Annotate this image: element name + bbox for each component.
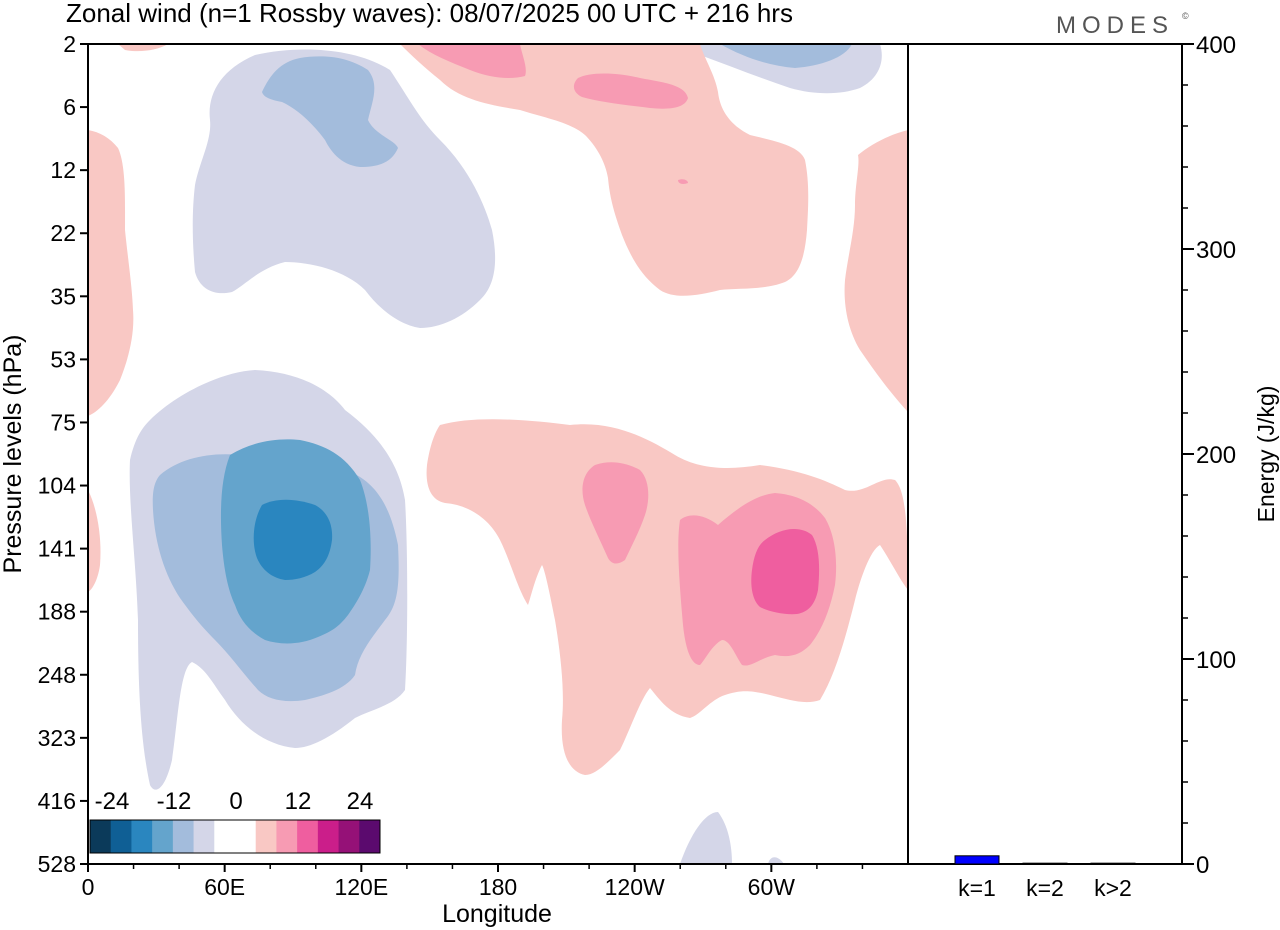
pressure-tick-label: 6 [63, 94, 76, 120]
colorbar-label-neg12: -12 [157, 788, 192, 815]
pressure-tick-label: 35 [50, 283, 76, 309]
colorbar-cell [214, 820, 236, 853]
pressure-tick-label: 104 [38, 473, 77, 499]
energy-bar [954, 855, 1000, 865]
chart-title: Zonal wind (n=1 Rossby waves): 08/07/202… [66, 0, 793, 28]
energy-panel: 0 100 200 300 400 k=1 k=2 k>2 Energy (J/kg) [908, 32, 1279, 901]
energy-category-labels: k=1 k=2 k>2 [958, 875, 1132, 901]
brand-mark: © [1182, 11, 1189, 21]
colorbar: -24 -12 0 12 24 [89, 788, 381, 854]
pos-region-upper-level2-a [418, 44, 526, 78]
pos-region-left-edge-lower [88, 490, 101, 592]
energy-category-label: k=1 [958, 875, 996, 901]
energy-tick-label: 0 [1196, 852, 1209, 879]
colorbar-cell [255, 820, 277, 853]
pos-region-lower-level3 [751, 528, 820, 615]
colorbar-cell [338, 820, 360, 853]
energy-bar [1022, 862, 1068, 865]
colorbar-cell [172, 820, 195, 853]
pressure-tick-label: 2 [63, 31, 76, 57]
pos-region-upper-level2-b [573, 73, 688, 109]
neg-region-bottom-small [680, 812, 732, 864]
contour-fill-layer [88, 44, 908, 864]
pressure-tick-label: 22 [50, 220, 76, 246]
longitude-axis: 0 60E 120E 180 120W 60W [82, 864, 864, 900]
colorbar-label-pos24: 24 [347, 788, 374, 815]
neg-region-topright-level2 [720, 44, 852, 68]
pressure-tick-label: 528 [38, 851, 76, 877]
energy-tick-label: 300 [1196, 237, 1236, 264]
energy-axis-label: Energy (J/kg) [1253, 386, 1279, 523]
pressure-tick-label: 416 [38, 788, 76, 814]
colorbar-cell [359, 820, 381, 853]
energy-bars [954, 855, 1136, 865]
neg-region-upper-level1 [192, 49, 496, 329]
longitude-tick-label: 60W [748, 874, 796, 900]
pressure-axis: 2 6 12 22 35 53 75 104 141 188 248 323 416 528 [38, 31, 88, 877]
neg-region-lower-level4 [253, 499, 333, 580]
pos-region-lower-level2-a [582, 462, 649, 564]
longitude-tick-label: 180 [479, 874, 517, 900]
pressure-tick-label: 53 [50, 346, 76, 372]
colorbar-cell [110, 820, 132, 853]
colorbar-cell [193, 820, 215, 853]
brand-logo: MODES [1056, 12, 1174, 39]
colorbar-labels: -24 -12 0 12 24 [95, 788, 374, 815]
pos-region-right-edge [844, 130, 908, 412]
colorbar-cell [297, 820, 319, 853]
longitude-tick-label: 120E [334, 874, 388, 900]
colorbar-cell [235, 820, 257, 853]
colorbar-cell [90, 820, 112, 853]
pressure-tick-label: 141 [38, 536, 76, 562]
colorbar-cell [276, 820, 298, 853]
energy-tick-label: 200 [1196, 442, 1236, 469]
colorbar-cell [131, 820, 153, 853]
contour-panel: -24 -12 0 12 24 2 6 12 22 35 53 75 104 141 188 248… [0, 31, 909, 928]
colorbar-cell [317, 820, 340, 853]
colorbar-label-neg24: -24 [95, 788, 130, 815]
energy-bar [1090, 862, 1136, 865]
energy-tick-label: 100 [1196, 647, 1236, 674]
longitude-tick-label: 0 [82, 874, 95, 900]
pressure-tick-label: 188 [38, 599, 76, 625]
energy-category-label: k>2 [1094, 875, 1132, 901]
energy-axis-ticks: 0 100 200 300 400 [1182, 32, 1236, 879]
pressure-tick-label: 75 [50, 409, 76, 435]
colorbar-cells [90, 820, 381, 853]
energy-category-label: k=2 [1026, 875, 1064, 901]
pos-region-upper-speck [678, 179, 688, 184]
longitude-tick-label: 120W [605, 874, 665, 900]
pos-region-upper-level1 [400, 44, 809, 296]
colorbar-label-pos12: 12 [285, 788, 312, 815]
pos-region-top-left-small [118, 44, 168, 52]
pressure-tick-label: 12 [50, 157, 76, 183]
pressure-axis-label: Pressure levels (hPa) [0, 335, 27, 574]
colorbar-cell [152, 820, 174, 853]
pos-region-left-edge-upper [88, 130, 134, 416]
longitude-axis-label: Longitude [442, 900, 552, 928]
neg-region-upper-level2 [262, 56, 398, 167]
colorbar-label-zero: 0 [229, 788, 242, 815]
colorbar-frame [89, 819, 381, 854]
longitude-tick-label: 60E [204, 874, 245, 900]
pressure-tick-label: 323 [38, 725, 76, 751]
neg-region-bottom-dot [768, 857, 784, 864]
energy-tick-label: 400 [1196, 32, 1236, 59]
pressure-tick-label: 248 [38, 662, 76, 688]
